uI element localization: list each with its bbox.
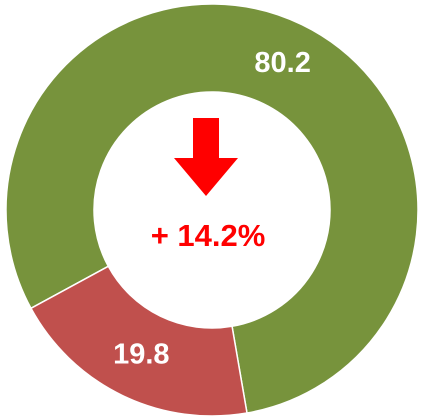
data-label: 80.2	[254, 47, 310, 79]
data-label: 19.8	[113, 338, 169, 370]
down-arrow	[174, 118, 238, 196]
donut-segment	[29, 265, 248, 417]
center-annotation: + 14.2%	[151, 218, 266, 253]
donut-segment	[5, 3, 419, 414]
